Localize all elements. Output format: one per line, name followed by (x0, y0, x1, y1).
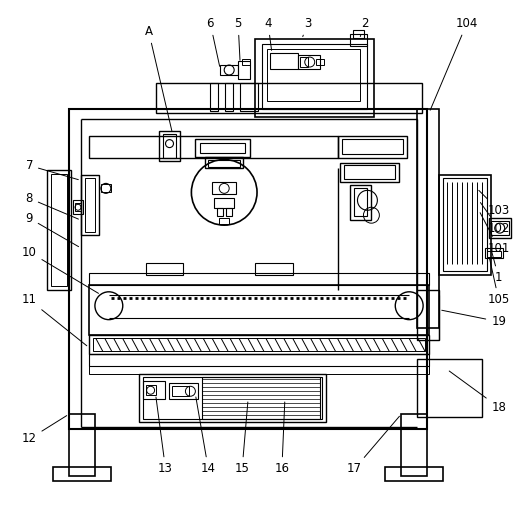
Bar (214, 198, 234, 208)
Bar (168, 383, 198, 399)
Text: 15: 15 (235, 402, 249, 475)
Text: 6: 6 (207, 17, 220, 66)
Text: 105: 105 (488, 258, 510, 306)
Bar (139, 375, 326, 422)
Bar (51, 174, 67, 286)
Bar (89, 335, 429, 355)
Bar (195, 138, 250, 156)
Bar (210, 83, 218, 111)
Bar (53, 467, 111, 481)
Bar (89, 366, 429, 375)
Bar (350, 34, 368, 46)
Bar (386, 467, 443, 481)
Bar (47, 171, 71, 290)
Bar (487, 251, 501, 257)
Text: 14: 14 (196, 397, 216, 475)
Bar (93, 338, 425, 352)
Bar (89, 285, 429, 335)
Bar (163, 134, 176, 157)
Bar (439, 175, 491, 275)
Text: 104: 104 (430, 17, 478, 110)
Bar (417, 290, 439, 339)
Bar (156, 83, 422, 113)
Bar (75, 203, 81, 211)
Text: 11: 11 (22, 293, 87, 346)
Bar (158, 131, 180, 160)
Bar (343, 166, 395, 179)
Bar (89, 273, 429, 285)
Bar (213, 182, 236, 194)
Bar (298, 55, 320, 69)
Bar (417, 359, 482, 417)
Bar (101, 184, 111, 192)
Text: 17: 17 (347, 416, 399, 475)
Bar (338, 135, 407, 157)
Bar (205, 156, 243, 169)
Bar (226, 208, 232, 216)
Bar (203, 377, 320, 419)
Text: 19: 19 (442, 310, 506, 328)
Bar (316, 59, 323, 65)
Bar (255, 39, 375, 117)
Bar (262, 44, 368, 109)
Bar (171, 386, 189, 396)
Bar (73, 200, 83, 214)
Bar (225, 83, 233, 111)
Bar (485, 248, 503, 258)
Text: 3: 3 (303, 17, 311, 37)
Bar (353, 189, 368, 216)
Bar (340, 162, 399, 182)
Bar (143, 377, 322, 419)
Bar (489, 218, 511, 238)
Bar (146, 263, 184, 275)
Bar (69, 414, 95, 476)
Text: 18: 18 (449, 371, 506, 414)
Text: 9: 9 (26, 212, 78, 247)
Bar (220, 65, 238, 75)
Text: 101: 101 (480, 213, 510, 254)
Bar (89, 135, 338, 157)
Bar (255, 263, 293, 275)
Bar (81, 175, 99, 235)
Bar (219, 218, 229, 224)
Bar (350, 185, 371, 220)
Text: 7: 7 (26, 159, 78, 180)
Text: 8: 8 (26, 192, 78, 219)
Bar (217, 208, 223, 216)
Bar (401, 414, 427, 476)
Bar (267, 49, 360, 101)
Bar (89, 355, 429, 366)
Text: 102: 102 (480, 202, 510, 235)
Text: 12: 12 (22, 415, 67, 446)
Text: 10: 10 (22, 245, 98, 293)
Text: 103: 103 (479, 190, 510, 217)
Text: 2: 2 (360, 17, 368, 36)
Bar (417, 109, 439, 328)
Text: A: A (145, 25, 172, 131)
Bar (242, 59, 250, 65)
Bar (300, 57, 308, 67)
Text: 1: 1 (491, 251, 502, 285)
Text: 13: 13 (156, 397, 173, 475)
Text: 16: 16 (275, 402, 289, 475)
Text: 4: 4 (264, 17, 272, 51)
Bar (491, 221, 509, 235)
Bar (85, 178, 95, 232)
Bar (270, 53, 298, 69)
Bar (341, 138, 403, 154)
Bar (240, 83, 258, 111)
Bar (208, 159, 240, 168)
Bar (443, 178, 487, 271)
Bar (238, 61, 250, 79)
Bar (143, 381, 165, 399)
Bar (200, 143, 245, 153)
Text: 5: 5 (235, 17, 242, 60)
Bar (146, 385, 156, 395)
Bar (69, 109, 427, 429)
Bar (352, 30, 365, 38)
